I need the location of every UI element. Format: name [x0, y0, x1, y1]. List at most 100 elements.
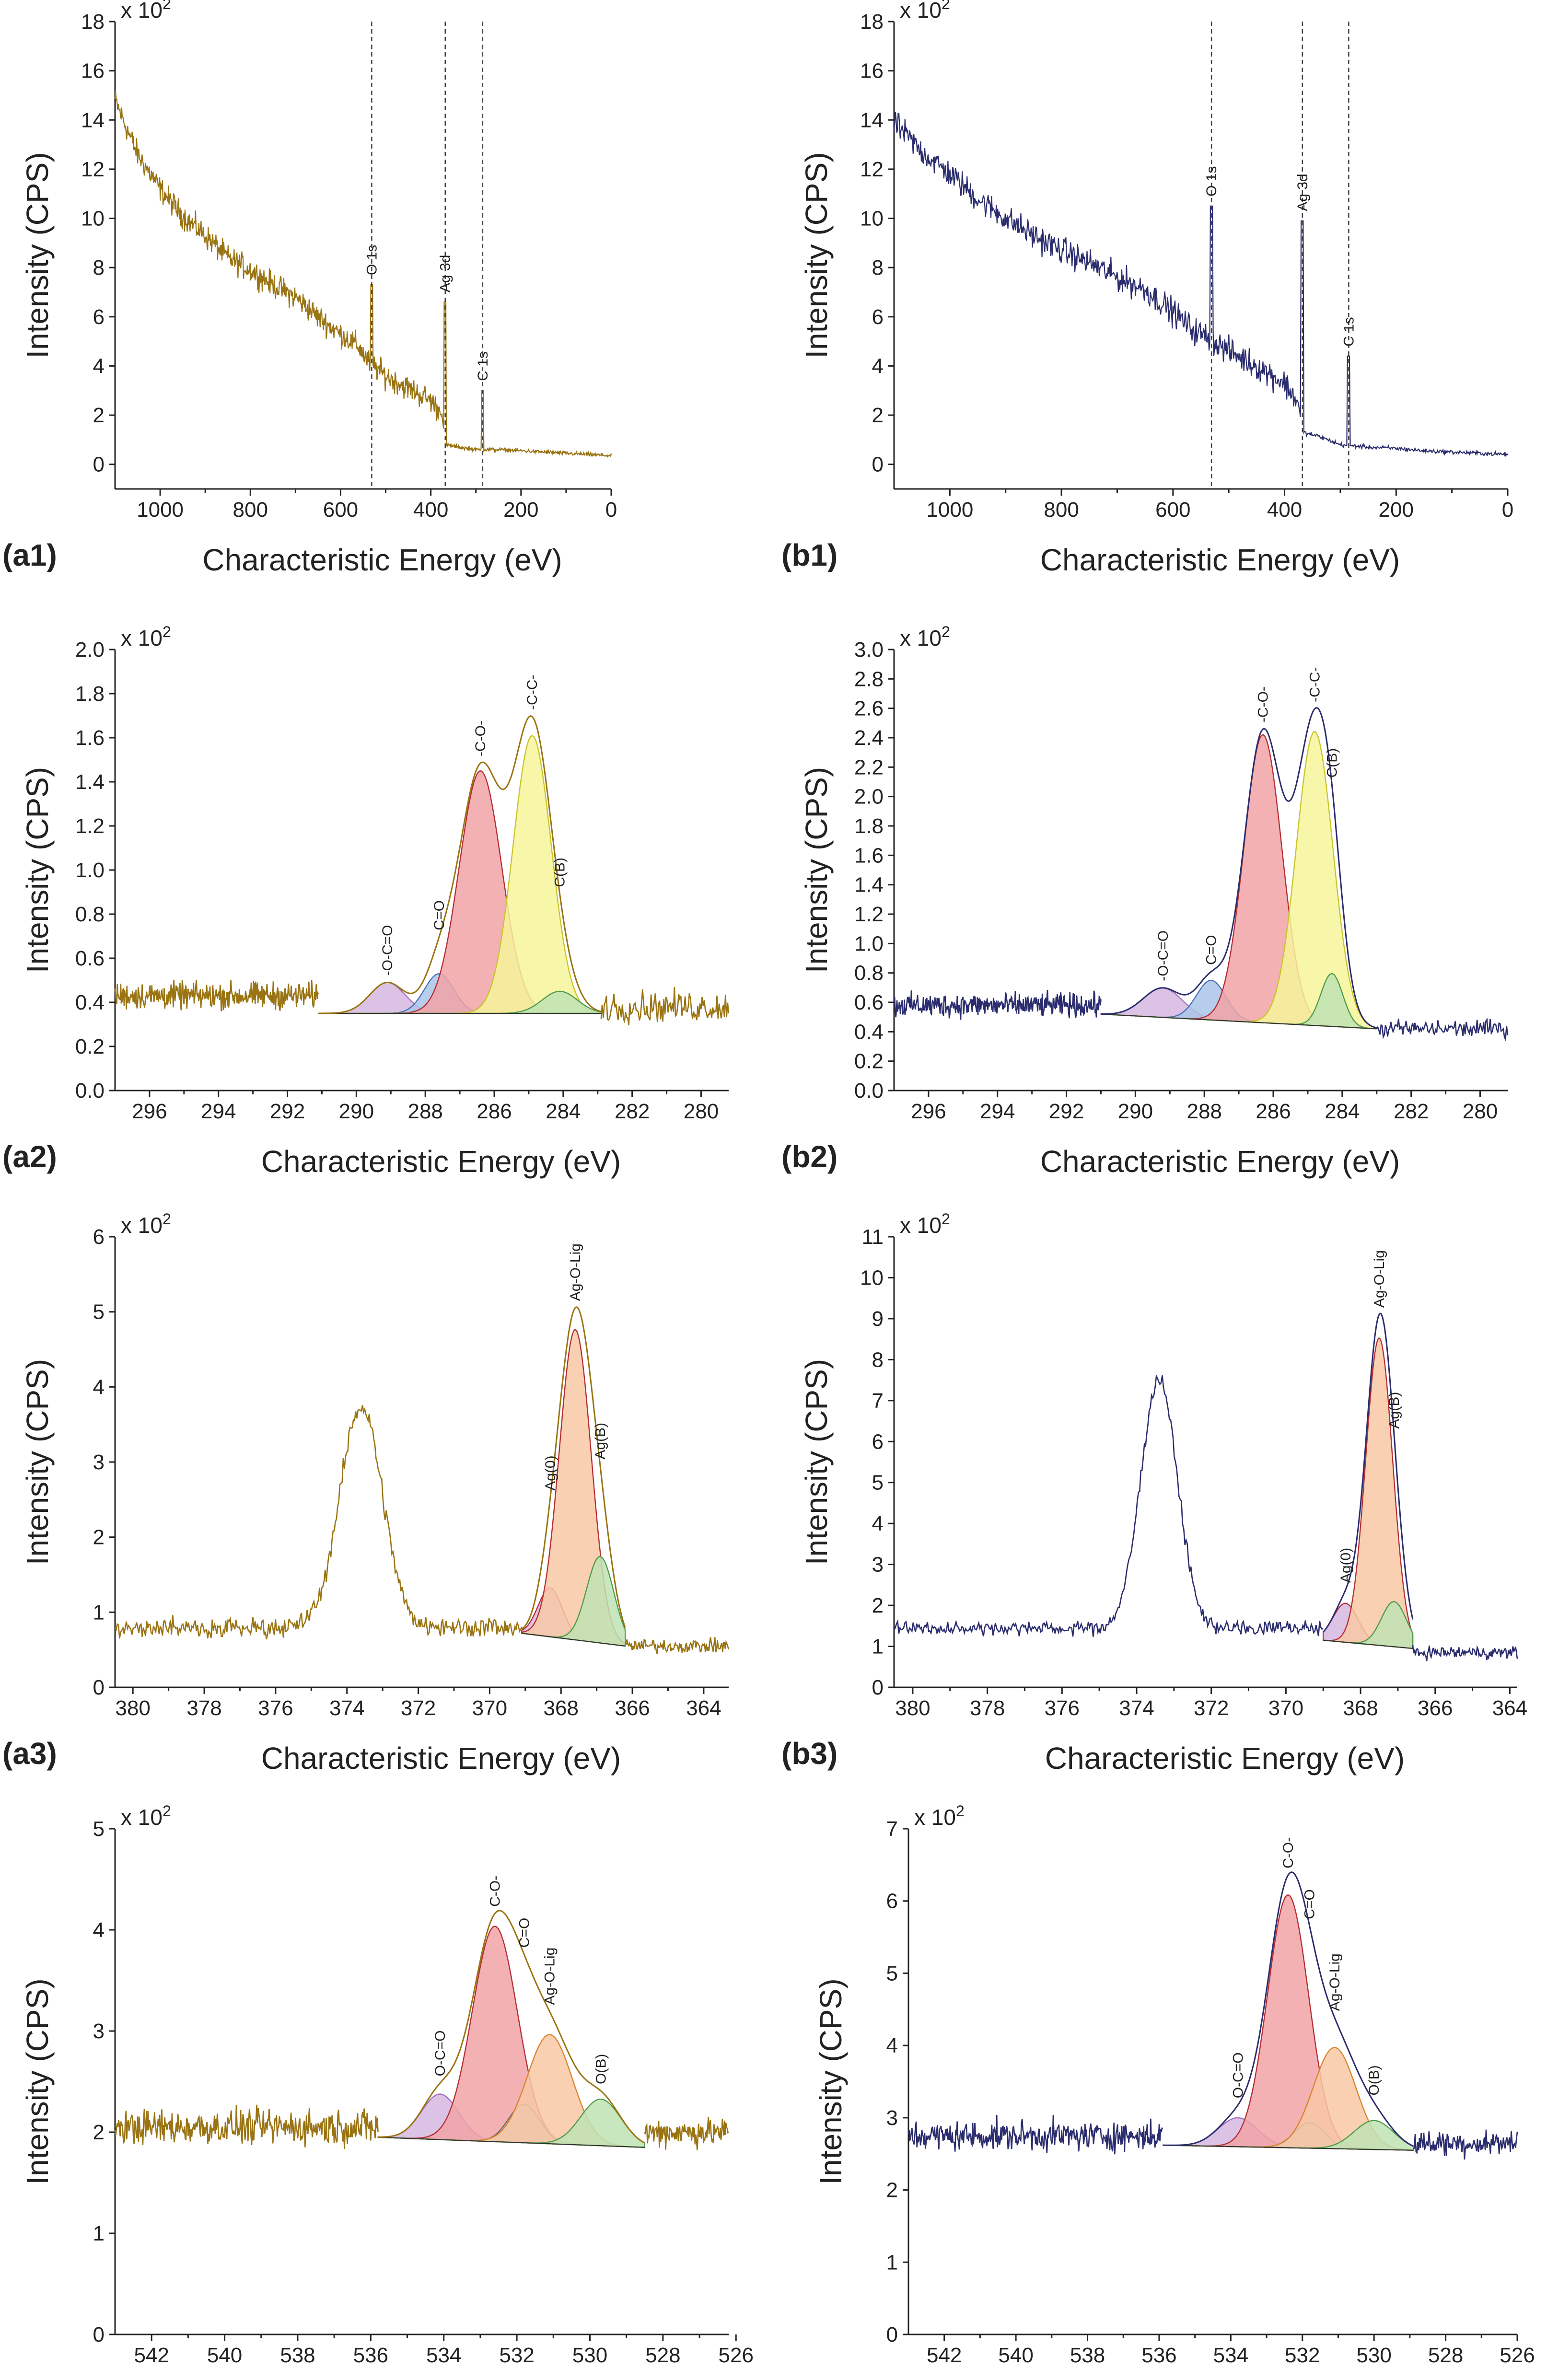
y-tick-label: 6 — [872, 1430, 884, 1453]
x-axis-label: Characteristic Energy (eV) — [261, 1741, 621, 1776]
component-label: C=O — [431, 900, 447, 930]
x-tick-label: 380 — [895, 1696, 930, 1720]
panel-a2: 0.0 0.2 0.4 0.6 0.8 1.0 1.2 1.4 1.6 1.8 2.0 296 294 2… — [2, 623, 730, 1179]
y-tick-label: 0 — [872, 1676, 884, 1699]
x-axis-label: Characteristic Energy (eV) — [202, 543, 562, 577]
y-tick-label: 0.6 — [75, 947, 105, 970]
x-tick-label: 366 — [1418, 1696, 1453, 1720]
raw-spectrum-line — [114, 979, 319, 1011]
component-label: C-O- — [487, 1876, 503, 1907]
component-label: Ag(B) — [593, 1423, 608, 1460]
x-axis-label: Characteristic Energy (eV) — [1045, 1741, 1405, 1776]
component-label: C=O — [1204, 935, 1220, 965]
y-tick-label: 10 — [860, 1266, 884, 1289]
y-tick-label: 3 — [93, 1451, 105, 1474]
fit-envelope-line — [318, 715, 602, 1014]
panel-b4: 0 1 2 3 4 5 6 7 542 540 538 536 534 532 530 528 526 x 102… — [814, 1802, 1535, 2367]
y-tick-label: 8 — [872, 1348, 884, 1371]
x-tick-label: 368 — [1343, 1696, 1378, 1720]
x-tick-label: 532 — [1285, 2344, 1320, 2367]
x-tick-label: 530 — [572, 2344, 607, 2367]
y-tick-label: 8 — [872, 256, 884, 279]
x-tick-label: 284 — [546, 1100, 581, 1123]
component-label: Ag(0) — [1338, 1548, 1354, 1583]
y-tick-label: 2.6 — [854, 697, 884, 720]
peak-label: C 1s — [1341, 317, 1357, 347]
y-tick-label: 1 — [93, 1601, 105, 1624]
raw-spectrum-tail — [644, 2117, 729, 2150]
y-tick-label: 4 — [93, 1918, 105, 1942]
x-tick-label: 368 — [544, 1696, 579, 1720]
x-tick-label: 372 — [1194, 1696, 1229, 1720]
x-tick-label: 282 — [615, 1100, 650, 1123]
y-tick-label: 4 — [93, 1375, 105, 1399]
x-tick-label: 530 — [1356, 2344, 1391, 2367]
y-tick-label: 0.0 — [75, 1079, 105, 1103]
x-tick-label: 540 — [998, 2344, 1033, 2367]
x-tick-label: 800 — [233, 498, 268, 522]
x-tick-label: 200 — [503, 498, 538, 522]
y-axis-label: Intensity (CPS) — [20, 767, 55, 973]
multiplier-label: x 102 — [121, 623, 171, 650]
y-tick-label: 2.2 — [854, 755, 884, 779]
y-tick-label: 2 — [93, 2121, 105, 2144]
y-tick-label: 2 — [872, 404, 884, 427]
raw-spectrum-tail — [1412, 1645, 1518, 1661]
component-label: Ag-O-Lig — [1372, 1250, 1387, 1308]
component-label: C-O- — [1280, 1837, 1296, 1869]
y-tick-label: 10 — [81, 207, 105, 231]
fit-baseline — [1323, 1639, 1413, 1649]
y-tick-label: 0.6 — [854, 991, 884, 1014]
x-tick-label: 532 — [499, 2344, 534, 2367]
y-tick-label: 6 — [93, 1225, 105, 1249]
x-tick-label: 0 — [605, 498, 617, 522]
x-tick-label: 1000 — [137, 498, 184, 522]
y-tick-label: 2 — [93, 1526, 105, 1549]
y-tick-label: 9 — [872, 1307, 884, 1331]
y-tick-label: 0 — [93, 453, 105, 476]
y-tick-label: 2.0 — [854, 785, 884, 809]
component-label: C(B) — [552, 858, 568, 887]
y-tick-label: 14 — [81, 108, 105, 132]
component-label: O(B) — [1366, 2065, 1382, 2095]
y-tick-label: 11 — [861, 1225, 884, 1249]
y-tick-label: 1.8 — [75, 682, 105, 706]
y-tick-label: 1.2 — [75, 814, 105, 838]
y-axis-label: Intensity (CPS) — [20, 152, 55, 358]
y-tick-label: 1 — [886, 2251, 898, 2274]
fit-baseline — [522, 1633, 626, 1647]
component-label: -C-O- — [473, 720, 489, 756]
y-tick-label: 3.0 — [854, 638, 884, 662]
y-tick-label: 14 — [860, 108, 884, 132]
x-tick-label: 1000 — [926, 498, 973, 522]
component-label: -O-C=O — [380, 925, 395, 976]
x-tick-label: 538 — [1070, 2344, 1105, 2367]
raw-spectrum-tail — [1413, 2129, 1518, 2160]
x-tick-label: 286 — [477, 1100, 512, 1123]
x-tick-label: 800 — [1044, 498, 1079, 522]
y-tick-label: 1.0 — [75, 859, 105, 882]
peak-label: O 1s — [364, 245, 380, 275]
component-label: Ag-O-Lig — [542, 1948, 558, 2005]
panel-label: (a1) — [2, 538, 57, 572]
fit-envelope-line — [378, 1910, 645, 2144]
raw-spectrum-line — [114, 1405, 523, 1639]
fit-baseline — [378, 2136, 645, 2148]
y-tick-label: 5 — [886, 1962, 898, 1985]
component-label: C(B) — [1324, 748, 1340, 778]
x-tick-label: 400 — [1267, 498, 1302, 522]
component-label: -C-C- — [1307, 667, 1323, 702]
peak-label: O 1s — [1204, 166, 1220, 197]
panel-label: (a2) — [2, 1139, 57, 1174]
raw-spectrum-tail — [1376, 1018, 1509, 1042]
y-tick-label: 7 — [872, 1389, 884, 1413]
multiplier-label: x 102 — [121, 1802, 171, 1830]
x-tick-label: 372 — [401, 1696, 436, 1720]
x-tick-label: 200 — [1379, 498, 1414, 522]
panel-a4: 0 1 2 3 4 5 542 540 538 536 534 532 530 528 526 x 102 In… — [20, 1802, 754, 2367]
component-label: O-C=O — [432, 2031, 448, 2077]
x-tick-label: 296 — [132, 1100, 167, 1123]
peak-label: Ag 3d — [438, 255, 454, 292]
x-tick-label: 280 — [684, 1100, 719, 1123]
